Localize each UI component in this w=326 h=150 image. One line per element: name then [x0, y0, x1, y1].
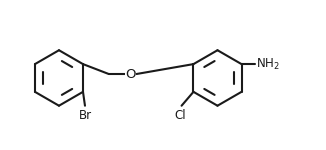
Text: Br: Br — [79, 109, 92, 122]
Text: O: O — [125, 68, 136, 81]
Text: Cl: Cl — [175, 109, 186, 122]
Text: NH$_2$: NH$_2$ — [256, 57, 280, 72]
